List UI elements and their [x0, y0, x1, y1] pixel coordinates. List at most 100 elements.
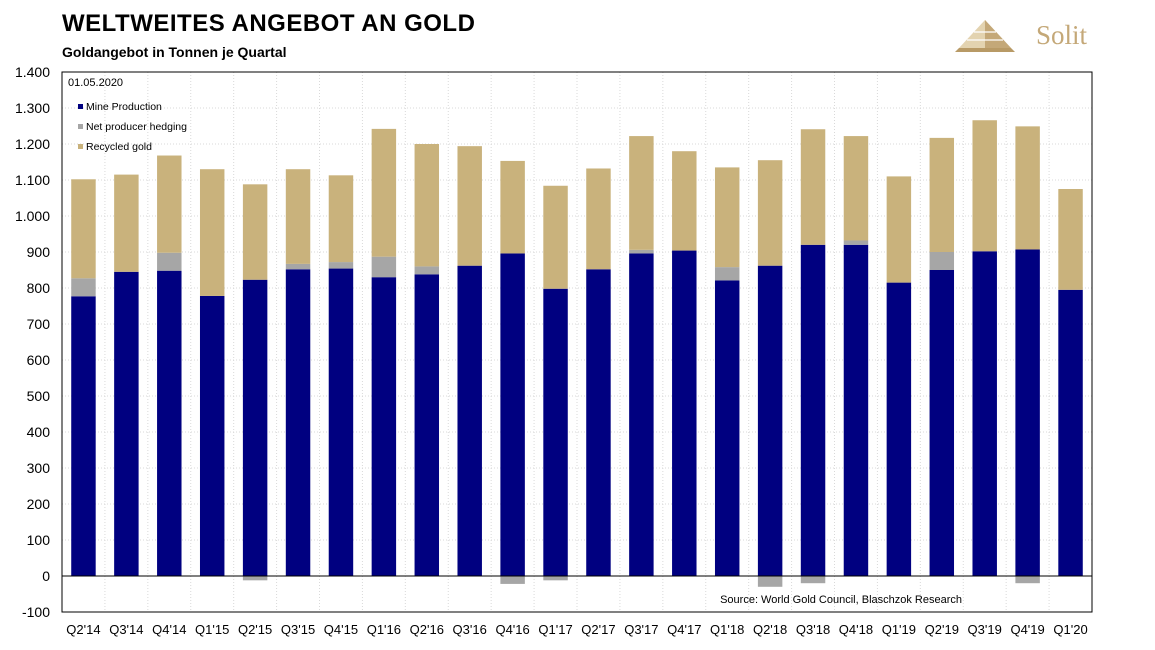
- y-tick-label: 1.200: [15, 136, 50, 152]
- y-tick-label: 0: [42, 568, 50, 584]
- x-tick-label: Q3'16: [453, 622, 487, 637]
- bar-segment: [371, 256, 397, 278]
- bar-segment: [757, 265, 783, 576]
- x-tick-label: Q4'19: [1010, 622, 1044, 637]
- x-tick-label: Q2'18: [753, 622, 787, 637]
- bar-segment: [929, 270, 955, 576]
- chart-subtitle: Goldangebot in Tonnen je Quartal: [62, 44, 287, 60]
- x-tick-label: Q3'14: [109, 622, 143, 637]
- bar-segment: [972, 120, 997, 252]
- bar-segment: [328, 175, 354, 263]
- y-tick-label: 700: [27, 316, 51, 332]
- bar-segment: [457, 265, 482, 576]
- bar-segment: [929, 252, 955, 270]
- bar-segment: [800, 244, 826, 577]
- y-tick-label: 800: [27, 280, 51, 296]
- chart-title: WELTWEITES ANGEBOT AN GOLD: [62, 10, 476, 37]
- bar-segment: [843, 136, 869, 241]
- x-tick-label: Q4'18: [839, 622, 873, 637]
- bar-segment: [199, 295, 225, 576]
- bar-segment: [371, 128, 397, 257]
- y-tick-label: 500: [27, 388, 51, 404]
- bar-segment: [929, 137, 955, 252]
- bar-segment: [586, 168, 611, 270]
- legend: Mine Production Net producer hedging Recyc…: [78, 101, 187, 153]
- bar-segment: [1058, 289, 1083, 576]
- bar-segment: [800, 129, 826, 245]
- x-tick-label: Q4'17: [667, 622, 701, 637]
- bar-segment: [285, 263, 311, 270]
- bar-segment: [800, 576, 826, 584]
- bar-segment: [157, 270, 182, 576]
- x-tick-label: Q3'19: [968, 622, 1002, 637]
- y-tick-label: 1.100: [15, 172, 50, 188]
- bar-segment: [71, 179, 96, 279]
- brand-name: Solit: [1036, 20, 1088, 50]
- y-tick-label: -100: [22, 604, 50, 620]
- bar-segment: [1015, 249, 1040, 577]
- bar-segment: [629, 253, 654, 576]
- bar-segment: [285, 269, 311, 576]
- x-tick-label: Q1'20: [1053, 622, 1087, 637]
- y-tick-label: 1.000: [15, 208, 50, 224]
- bar-segment: [1015, 576, 1040, 584]
- bar-segment: [457, 146, 482, 266]
- bar-segment: [757, 576, 783, 587]
- x-tick-label: Q4'14: [152, 622, 186, 637]
- x-tick-label: Q1'18: [710, 622, 744, 637]
- bar-segment: [371, 277, 397, 576]
- pyramid-icon: [955, 20, 1015, 52]
- legend-label: Net producer hedging: [86, 121, 187, 133]
- x-tick-label: Q3'17: [624, 622, 658, 637]
- legend-swatch: [78, 144, 83, 149]
- bar-segment: [714, 267, 740, 281]
- bar-segment: [586, 269, 611, 576]
- x-tick-label: Q1'19: [882, 622, 916, 637]
- bar-segment: [843, 244, 869, 577]
- bar-segment: [672, 151, 697, 251]
- bar-segment: [500, 576, 525, 584]
- bar-segment: [242, 184, 268, 280]
- bars: [71, 120, 1083, 587]
- bar-segment: [1015, 126, 1040, 250]
- legend-label: Recycled gold: [86, 141, 152, 153]
- x-tick-label: Q1'15: [195, 622, 229, 637]
- bar-segment: [500, 160, 525, 254]
- y-tick-label: 300: [27, 460, 51, 476]
- x-tick-label: Q2'16: [410, 622, 444, 637]
- x-tick-label: Q1'17: [538, 622, 572, 637]
- legend-label: Mine Production: [86, 101, 162, 113]
- y-tick-label: 100: [27, 532, 51, 548]
- bar-segment: [500, 253, 525, 576]
- bar-segment: [972, 251, 997, 576]
- bar-segment: [328, 262, 354, 269]
- bar-segment: [629, 249, 654, 254]
- bar-segment: [886, 176, 912, 283]
- bar-segment: [414, 274, 440, 576]
- bar-segment: [543, 576, 568, 581]
- y-tick-label: 400: [27, 424, 51, 440]
- y-tick-label: 1.300: [15, 100, 50, 116]
- date-label: 01.05.2020: [68, 77, 123, 89]
- bar-segment: [157, 155, 182, 253]
- y-axis-ticks: -100 0 100 200 300 400 500 600 700 800 900 1.000 1.1…: [15, 64, 50, 620]
- bar-segment: [843, 240, 869, 245]
- bar-segment: [672, 250, 697, 576]
- legend-swatch: [78, 124, 83, 129]
- plot-frame: [61, 71, 1093, 613]
- bar-segment: [242, 576, 268, 581]
- x-tick-label: Q2'14: [66, 622, 100, 637]
- bar-segment: [714, 280, 740, 576]
- bar-segment: [285, 169, 311, 264]
- y-tick-label: 600: [27, 352, 51, 368]
- x-tick-label: Q1'16: [367, 622, 401, 637]
- bar-segment: [757, 160, 783, 266]
- x-tick-label: Q2'17: [581, 622, 615, 637]
- bar-segment: [714, 167, 740, 268]
- x-tick-label: Q2'19: [925, 622, 959, 637]
- source-label: Source: World Gold Council, Blaschzok Re…: [720, 594, 962, 606]
- x-tick-label: Q3'18: [796, 622, 830, 637]
- bar-segment: [1058, 189, 1083, 290]
- bar-segment: [886, 282, 912, 576]
